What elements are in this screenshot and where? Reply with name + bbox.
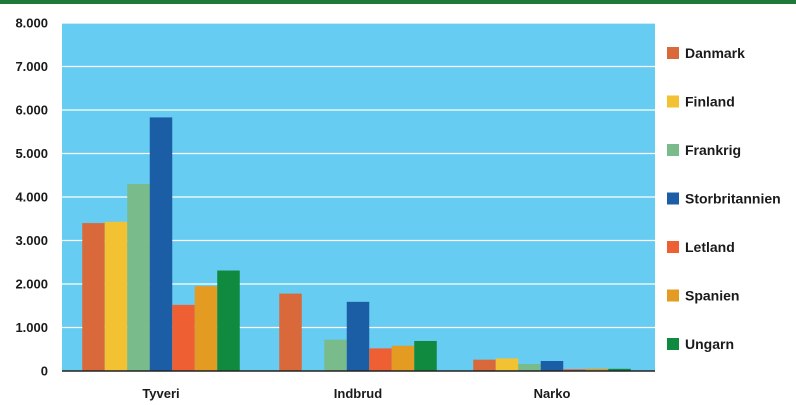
y-tick-label: 1.000 [15,320,48,335]
legend-swatch [667,241,679,253]
legend-label: Ungarn [685,336,734,352]
y-tick-label: 7.000 [15,59,48,74]
x-axis-categories: Tyveri Indbrud Narko [142,386,570,401]
x-category-label: Narko [534,386,571,401]
legend-swatch [667,289,679,302]
bar-spanien-narko [585,368,609,371]
bar-spanien-tyveri [194,286,218,371]
y-tick-label: 3.000 [15,233,48,248]
legend-swatch [667,95,679,108]
bar-frankrig-narko [518,364,541,371]
legend-swatch [667,144,679,156]
bar-letland-indbrud [369,348,392,371]
bar-storbritannien-tyveri [149,117,173,372]
legend-label: Danmark [685,45,745,61]
bar-ungarn-tyveri [217,270,240,371]
bar-ungarn-narko [608,368,631,371]
bar-danmark-indbrud [279,293,302,371]
bar-danmark-tyveri [82,223,105,371]
y-tick-label: 6.000 [15,103,48,118]
bar-frankrig-tyveri [127,183,150,371]
bar-ungarn-indbrud [414,340,437,371]
y-tick-label: 0 [41,364,48,379]
x-category-label: Tyveri [142,386,179,401]
legend-label: Frankrig [685,142,741,158]
bar-letland-narko [563,369,586,371]
bar-frankrig-indbrud [324,339,347,371]
top-rule [0,0,796,4]
bars [82,117,631,372]
legend: Danmark Finland Frankrig Storbritannien Letl… [667,45,781,352]
y-tick-label: 8.000 [15,16,48,31]
y-tick-label: 2.000 [15,277,48,292]
legend-label: Finland [685,94,735,110]
y-tick-label: 5.000 [15,146,48,161]
bar-danmark-narko [473,359,496,371]
bar-storbritannien-narko [540,360,564,371]
y-tick-label: 4.000 [15,190,48,205]
bar-spanien-indbrud [391,345,415,371]
bar-letland-tyveri [172,304,195,371]
legend-label: Spanien [685,288,739,304]
bar-finland-tyveri [104,221,128,371]
bar-finland-narko [495,358,519,371]
bar-storbritannien-indbrud [346,301,370,371]
legend-swatch [667,338,679,350]
y-axis-ticks: 0 1.000 2.000 3.000 4.000 5.000 6.000 7.000 8.00… [15,16,48,379]
x-category-label: Indbrud [334,386,382,401]
legend-swatch [667,47,679,59]
legend-swatch [667,192,679,205]
legend-label: Letland [685,239,735,255]
legend-label: Storbritannien [685,191,781,207]
